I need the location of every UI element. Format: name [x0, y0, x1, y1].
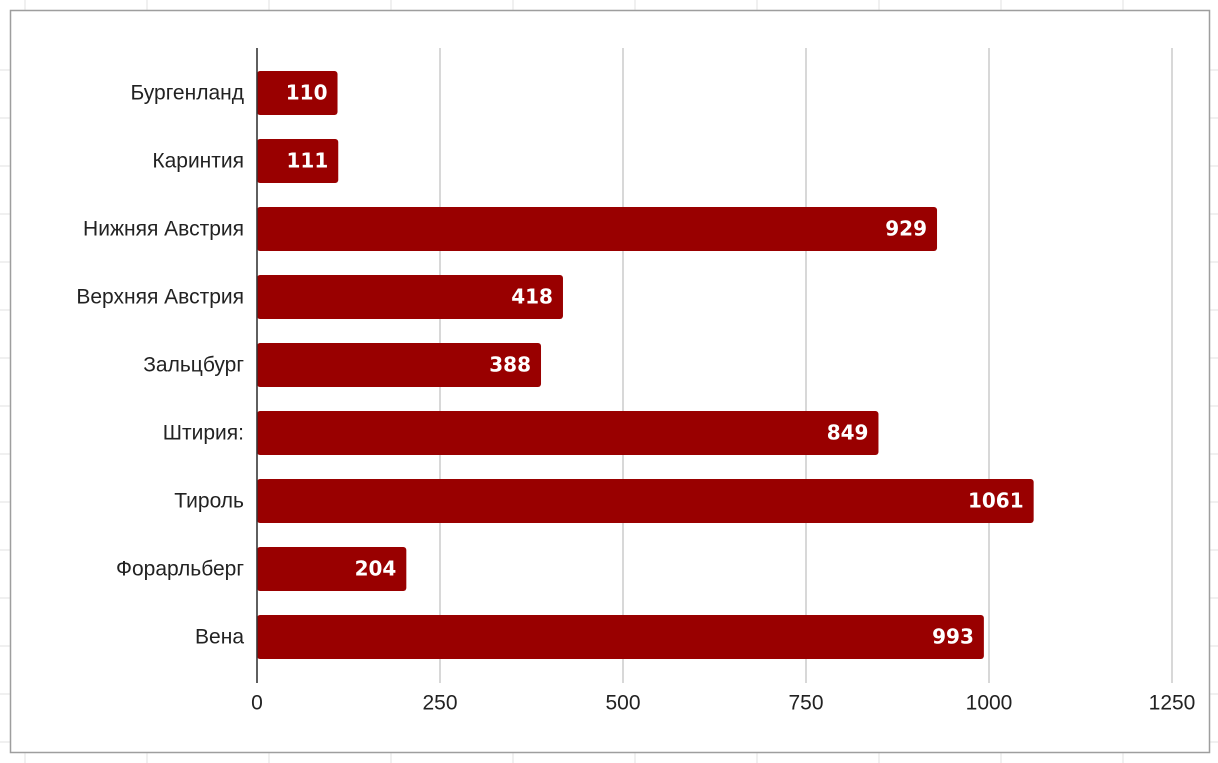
bar	[257, 207, 938, 251]
y-tick-label: Нижняя Австрия	[83, 218, 244, 241]
x-tick-label: 1000	[966, 692, 1013, 715]
bar	[257, 615, 984, 659]
bar	[257, 547, 407, 591]
y-tick-label: Верхняя Австрия	[76, 286, 244, 309]
value-label: 1061	[968, 489, 1024, 513]
bar	[257, 139, 339, 183]
value-label: 388	[489, 353, 531, 377]
x-tick-label: 750	[788, 692, 823, 715]
bar	[257, 411, 879, 455]
bar	[257, 71, 338, 115]
value-label: 993	[932, 625, 974, 649]
y-tick-label: Вена	[195, 626, 244, 649]
bar	[257, 479, 1034, 523]
y-tick-label: Штирия:	[163, 422, 244, 445]
value-label: 849	[827, 421, 869, 445]
value-label: 204	[355, 557, 397, 581]
x-tick-label: 500	[605, 692, 640, 715]
bar	[257, 343, 542, 387]
x-tick-label: 0	[251, 692, 263, 715]
y-tick-label: Каринтия	[152, 150, 244, 173]
value-label: 110	[286, 81, 328, 105]
chart: 0 250 500 750 1000 1250 Бургенланд 110 Каринтия 1…	[76, 48, 1195, 715]
y-tick-label: Бургенланд	[130, 82, 244, 105]
y-tick-label: Тироль	[174, 490, 244, 513]
y-tick-label: Форарльберг	[116, 558, 244, 581]
bar	[257, 275, 563, 319]
y-tick-label: Зальцбург	[143, 354, 244, 377]
x-tick-label: 1250	[1149, 692, 1196, 715]
value-label: 111	[287, 149, 329, 173]
value-label: 418	[511, 285, 553, 309]
value-label: 929	[885, 217, 927, 241]
x-tick-label: 250	[422, 692, 457, 715]
